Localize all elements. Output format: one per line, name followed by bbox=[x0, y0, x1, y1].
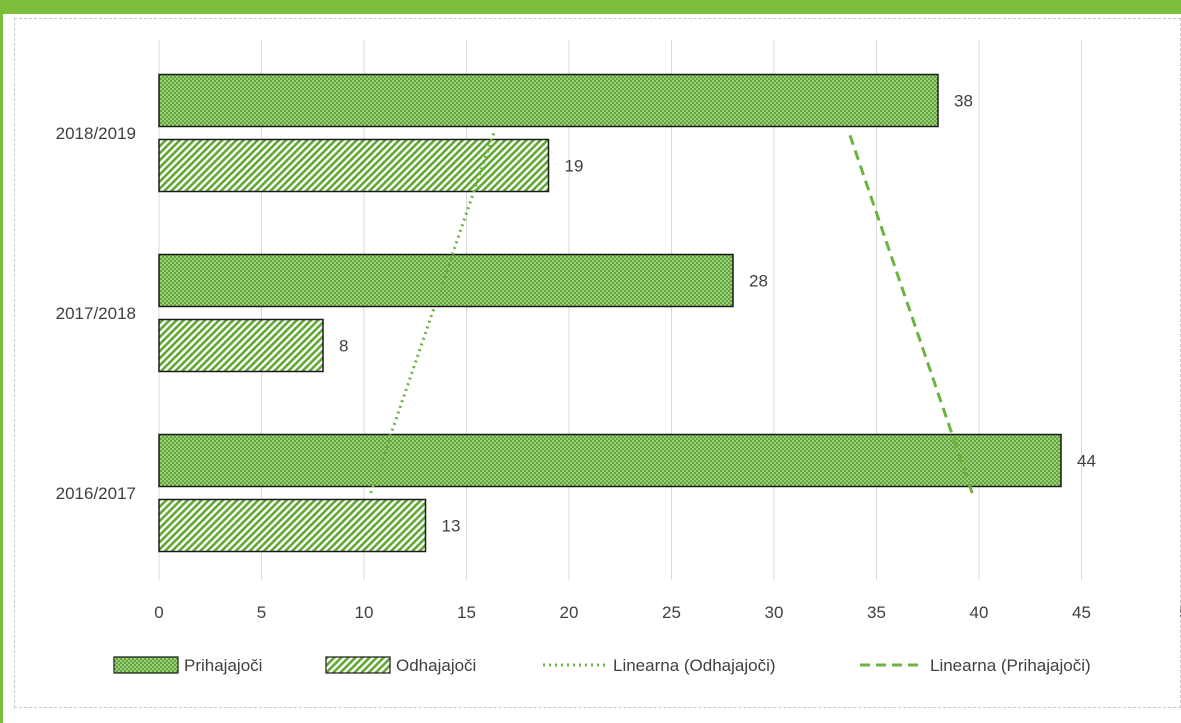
data-label: 13 bbox=[442, 517, 461, 536]
x-tick-label: 35 bbox=[867, 603, 886, 622]
bar-odhajajoci bbox=[158, 498, 427, 553]
legend-label: Linearna (Odhajajoči) bbox=[613, 656, 776, 675]
x-tick-label: 15 bbox=[457, 603, 476, 622]
x-tick-label: 10 bbox=[355, 603, 374, 622]
gridlines bbox=[158, 40, 1082, 580]
legend-swatch bbox=[325, 656, 391, 674]
x-tick-label: 40 bbox=[970, 603, 989, 622]
x-tick-label: 20 bbox=[560, 603, 579, 622]
bar-odhajajoci bbox=[158, 318, 324, 373]
x-tick-label: 25 bbox=[662, 603, 681, 622]
x-tick-label: 0 bbox=[154, 603, 163, 622]
x-tick-label: 45 bbox=[1072, 603, 1091, 622]
y-category-label: 2016/2017 bbox=[56, 484, 136, 503]
bar-odhajajoci bbox=[158, 138, 550, 193]
data-label: 38 bbox=[954, 92, 973, 111]
labels: 0 5 10 15 20 25 30 35 40 45 5 2016/2017 44 13 2017/201… bbox=[56, 92, 1181, 623]
left-accent-bar bbox=[0, 0, 3, 723]
data-label: 19 bbox=[565, 157, 584, 176]
bar-prihajajoci bbox=[158, 253, 734, 308]
legend-label: Linearna (Prihajajoči) bbox=[930, 656, 1091, 675]
data-label: 44 bbox=[1077, 452, 1096, 471]
legend-label: Odhajajoči bbox=[396, 656, 476, 675]
x-tick-label: 30 bbox=[765, 603, 784, 622]
y-category-label: 2017/2018 bbox=[56, 304, 136, 323]
x-tick-label: 5 bbox=[257, 603, 266, 622]
bar-prihajajoci bbox=[158, 433, 1062, 488]
legend-label: Prihajajoči bbox=[184, 656, 262, 675]
top-accent-bar bbox=[0, 0, 1181, 14]
legend: Prihajajoči Odhajajoči Linearna (Odhajajoč… bbox=[113, 656, 1091, 675]
x-tick-label: 5 bbox=[1179, 603, 1181, 622]
legend-swatch bbox=[113, 656, 179, 674]
bar-prihajajoci bbox=[158, 73, 939, 128]
y-category-label: 2018/2019 bbox=[56, 124, 136, 143]
bars bbox=[158, 73, 1062, 553]
data-label: 28 bbox=[749, 272, 768, 291]
data-label: 8 bbox=[339, 337, 348, 356]
